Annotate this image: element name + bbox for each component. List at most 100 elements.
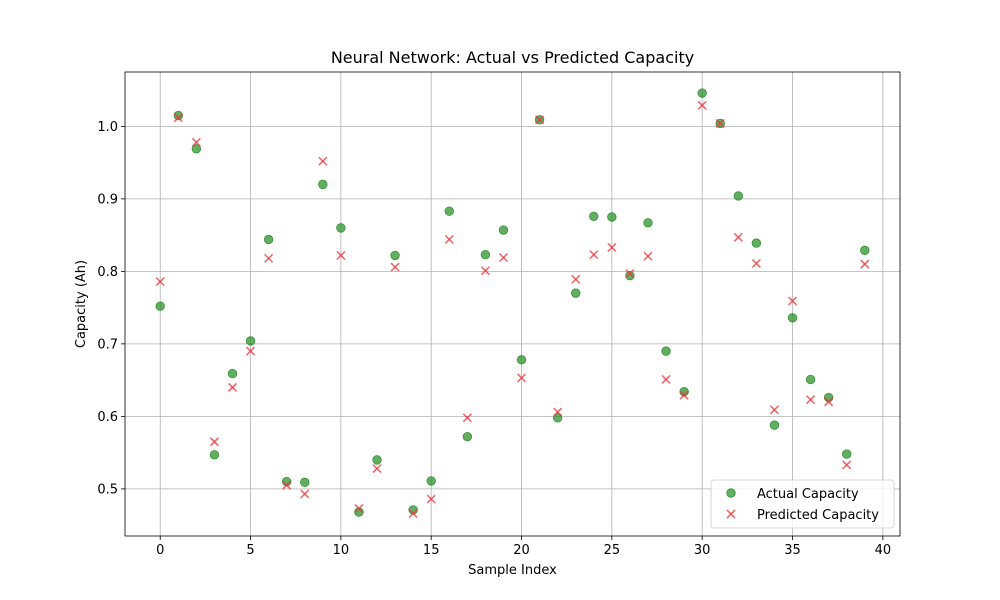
actual-point — [589, 211, 599, 221]
x-tick-label: 25 — [604, 543, 621, 558]
predicted-point — [733, 232, 743, 242]
legend-marker-predicted — [726, 509, 736, 519]
actual-point — [751, 238, 762, 248]
predicted-point — [282, 480, 292, 490]
actual-point — [155, 301, 165, 311]
predicted-point — [227, 382, 238, 392]
actual-point — [733, 191, 744, 201]
y-tick-label: 0.8 — [97, 265, 118, 280]
predicted-point — [245, 346, 256, 356]
x-tick-label: 35 — [784, 543, 801, 558]
actual-point — [697, 88, 707, 98]
predicted-point — [444, 234, 454, 245]
predicted-point — [860, 259, 870, 269]
predicted-point — [300, 489, 310, 499]
actual-point — [498, 225, 509, 235]
x-axis-label: Sample Index — [468, 563, 557, 578]
legend-circle-marker — [726, 488, 736, 498]
x-tick-label: 30 — [694, 543, 711, 558]
predicted-point — [264, 253, 274, 263]
legend-x-marker — [726, 509, 736, 519]
predicted-point — [625, 268, 635, 279]
y-tick-label: 0.5 — [97, 482, 118, 497]
actual-point — [173, 110, 183, 121]
y-tick-label: 0.6 — [97, 410, 118, 425]
actual-point — [209, 450, 220, 460]
actual-point — [769, 420, 780, 430]
legend-label-predicted: Predicted Capacity — [757, 508, 879, 523]
y-tick-label: 0.7 — [97, 337, 118, 352]
predicted-point — [589, 250, 599, 260]
actual-point — [480, 249, 491, 260]
legend-box — [710, 479, 895, 529]
actual-point — [823, 392, 834, 403]
x-tick-label: 10 — [333, 543, 350, 558]
actual-point — [552, 413, 563, 423]
predicted-point — [787, 296, 798, 306]
actual-point — [426, 476, 436, 486]
predicted-point — [318, 156, 328, 166]
actual-point — [661, 346, 671, 356]
legend-label-actual: Actual Capacity — [757, 487, 859, 502]
actual-point — [607, 212, 617, 222]
predicted-point — [480, 266, 490, 276]
actual-point — [462, 431, 473, 442]
actual-point — [805, 374, 816, 385]
y-tick-label: 0.9 — [97, 192, 118, 207]
plot-area-frame — [124, 71, 901, 537]
actual-point — [444, 206, 454, 216]
actual-point — [625, 271, 635, 281]
predicted-point — [697, 100, 707, 110]
series-actual — [155, 88, 870, 517]
x-tick-label: 20 — [513, 543, 530, 558]
actual-point — [516, 355, 527, 365]
predicted-point — [462, 413, 472, 423]
actual-point — [787, 313, 798, 323]
y-tick-label: 1.0 — [97, 120, 118, 135]
legend-marker-actual — [726, 488, 736, 498]
predicted-point — [336, 250, 346, 260]
chart-title: Neural Network: Actual vs Predicted Capa… — [331, 48, 694, 67]
predicted-point — [679, 390, 689, 400]
actual-point — [372, 455, 382, 465]
actual-point — [390, 250, 400, 261]
x-tick-label: 15 — [423, 543, 440, 558]
actual-point — [860, 245, 870, 256]
predicted-point — [173, 113, 183, 123]
predicted-point — [354, 503, 364, 514]
predicted-point — [661, 374, 671, 384]
predicted-point — [372, 464, 382, 474]
actual-point — [571, 288, 581, 298]
actual-point — [245, 336, 256, 346]
data-points — [155, 88, 870, 519]
series-predicted — [155, 100, 870, 519]
actual-point — [300, 477, 310, 488]
actual-point — [643, 218, 653, 228]
predicted-point — [408, 508, 418, 519]
predicted-point — [498, 253, 509, 263]
predicted-point — [516, 373, 527, 383]
axis-ticks: 0 5 10 15 20 25 30 35 40 0.5 0.6 0.7 0.8 0.9 1.0 — [97, 120, 891, 558]
predicted-point — [390, 262, 400, 272]
actual-point — [318, 179, 328, 190]
predicted-point — [824, 397, 834, 407]
actual-point — [842, 449, 852, 459]
predicted-point — [607, 242, 617, 253]
y-axis-label: Capacity (Ah) — [74, 260, 89, 348]
legend: Actual Capacity Predicted Capacity — [710, 479, 895, 529]
actual-point — [263, 234, 274, 245]
predicted-point — [571, 274, 581, 284]
predicted-point — [715, 118, 725, 129]
predicted-point — [535, 115, 545, 125]
predicted-point — [426, 494, 436, 504]
predicted-point — [553, 407, 563, 417]
actual-point — [227, 368, 238, 379]
actual-point — [336, 223, 346, 233]
x-tick-label: 5 — [246, 543, 254, 558]
predicted-point — [191, 137, 201, 147]
x-tick-label: 0 — [156, 543, 164, 558]
predicted-point — [155, 276, 165, 287]
actual-point — [191, 144, 202, 154]
x-tick-label: 40 — [875, 543, 892, 558]
